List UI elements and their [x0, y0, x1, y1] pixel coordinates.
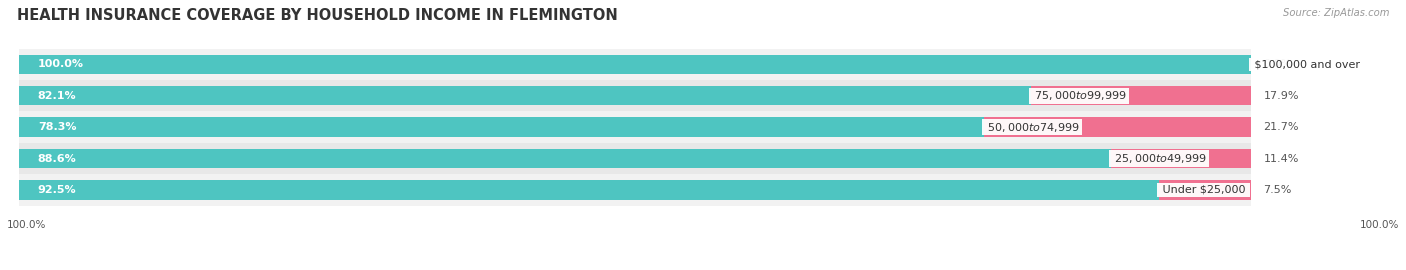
Bar	[20, 143, 1251, 174]
Bar	[20, 49, 1251, 80]
Bar	[20, 86, 1031, 106]
Text: 92.5%: 92.5%	[38, 185, 76, 195]
Text: 100.0%: 100.0%	[7, 220, 46, 230]
Text: $75,000 to $99,999: $75,000 to $99,999	[1031, 89, 1128, 102]
Text: 100.0%: 100.0%	[1360, 220, 1399, 230]
Text: $50,000 to $74,999: $50,000 to $74,999	[984, 121, 1081, 134]
Text: 7.5%: 7.5%	[1264, 185, 1292, 195]
Bar	[20, 112, 1251, 143]
Text: 0.0%: 0.0%	[1264, 59, 1292, 69]
Bar	[20, 117, 984, 137]
Text: Source: ZipAtlas.com: Source: ZipAtlas.com	[1282, 8, 1389, 18]
Text: 11.4%: 11.4%	[1264, 154, 1299, 164]
Text: HEALTH INSURANCE COVERAGE BY HOUSEHOLD INCOME IN FLEMINGTON: HEALTH INSURANCE COVERAGE BY HOUSEHOLD I…	[17, 8, 617, 23]
Text: Under $25,000: Under $25,000	[1159, 185, 1249, 195]
Text: $25,000 to $49,999: $25,000 to $49,999	[1111, 152, 1208, 165]
Bar	[1111, 149, 1251, 168]
Text: 21.7%: 21.7%	[1264, 122, 1299, 132]
Text: 78.3%: 78.3%	[38, 122, 76, 132]
Bar	[20, 55, 1251, 74]
Text: $100,000 and over: $100,000 and over	[1251, 59, 1364, 69]
Bar	[1031, 86, 1251, 106]
Text: 82.1%: 82.1%	[38, 91, 76, 101]
Text: 17.9%: 17.9%	[1264, 91, 1299, 101]
Bar	[1159, 180, 1251, 200]
Text: 100.0%: 100.0%	[38, 59, 84, 69]
Bar	[20, 80, 1251, 112]
Bar	[20, 180, 1159, 200]
Bar	[20, 174, 1251, 206]
Text: 88.6%: 88.6%	[38, 154, 76, 164]
Bar	[20, 149, 1111, 168]
Bar	[984, 117, 1251, 137]
